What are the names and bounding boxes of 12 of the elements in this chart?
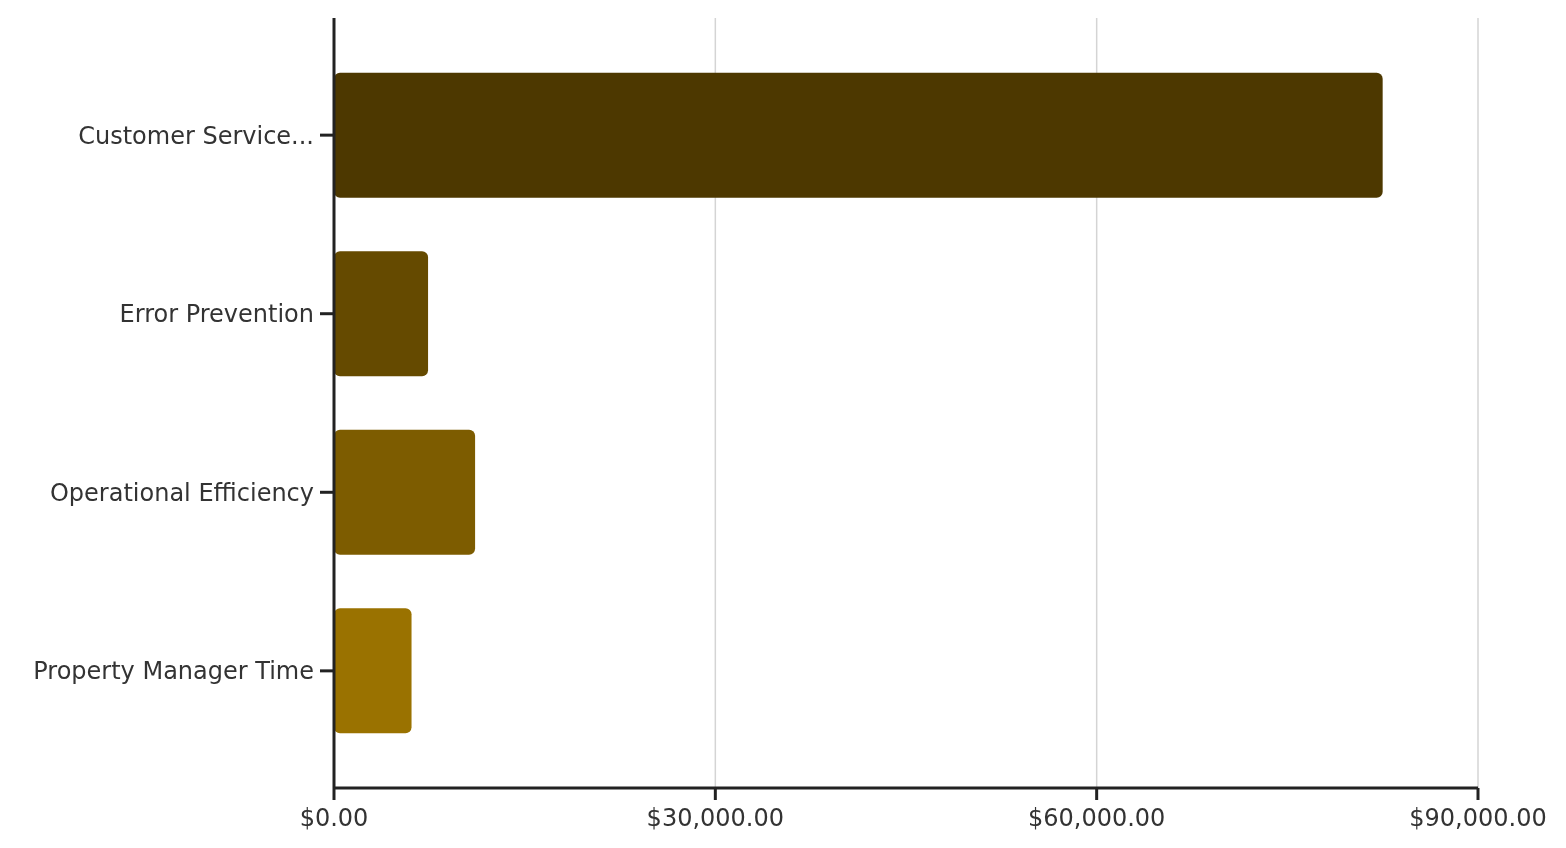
bar xyxy=(334,251,429,377)
bar xyxy=(334,429,476,555)
bar xyxy=(334,72,1383,198)
x-tick-label: $90,000.00 xyxy=(1409,804,1547,832)
x-tick-label: $60,000.00 xyxy=(1027,804,1166,832)
x-tick-label: $30,000.00 xyxy=(646,804,785,832)
y-tick-label: Property Manager Time xyxy=(33,657,314,686)
x-tick-label: $0.00 xyxy=(299,804,369,832)
y-tick-label: Customer Service... xyxy=(78,121,314,150)
bar xyxy=(334,608,412,734)
y-tick-label: Error Prevention xyxy=(119,300,314,329)
y-tick-label: Operational Efficiency xyxy=(49,478,314,507)
